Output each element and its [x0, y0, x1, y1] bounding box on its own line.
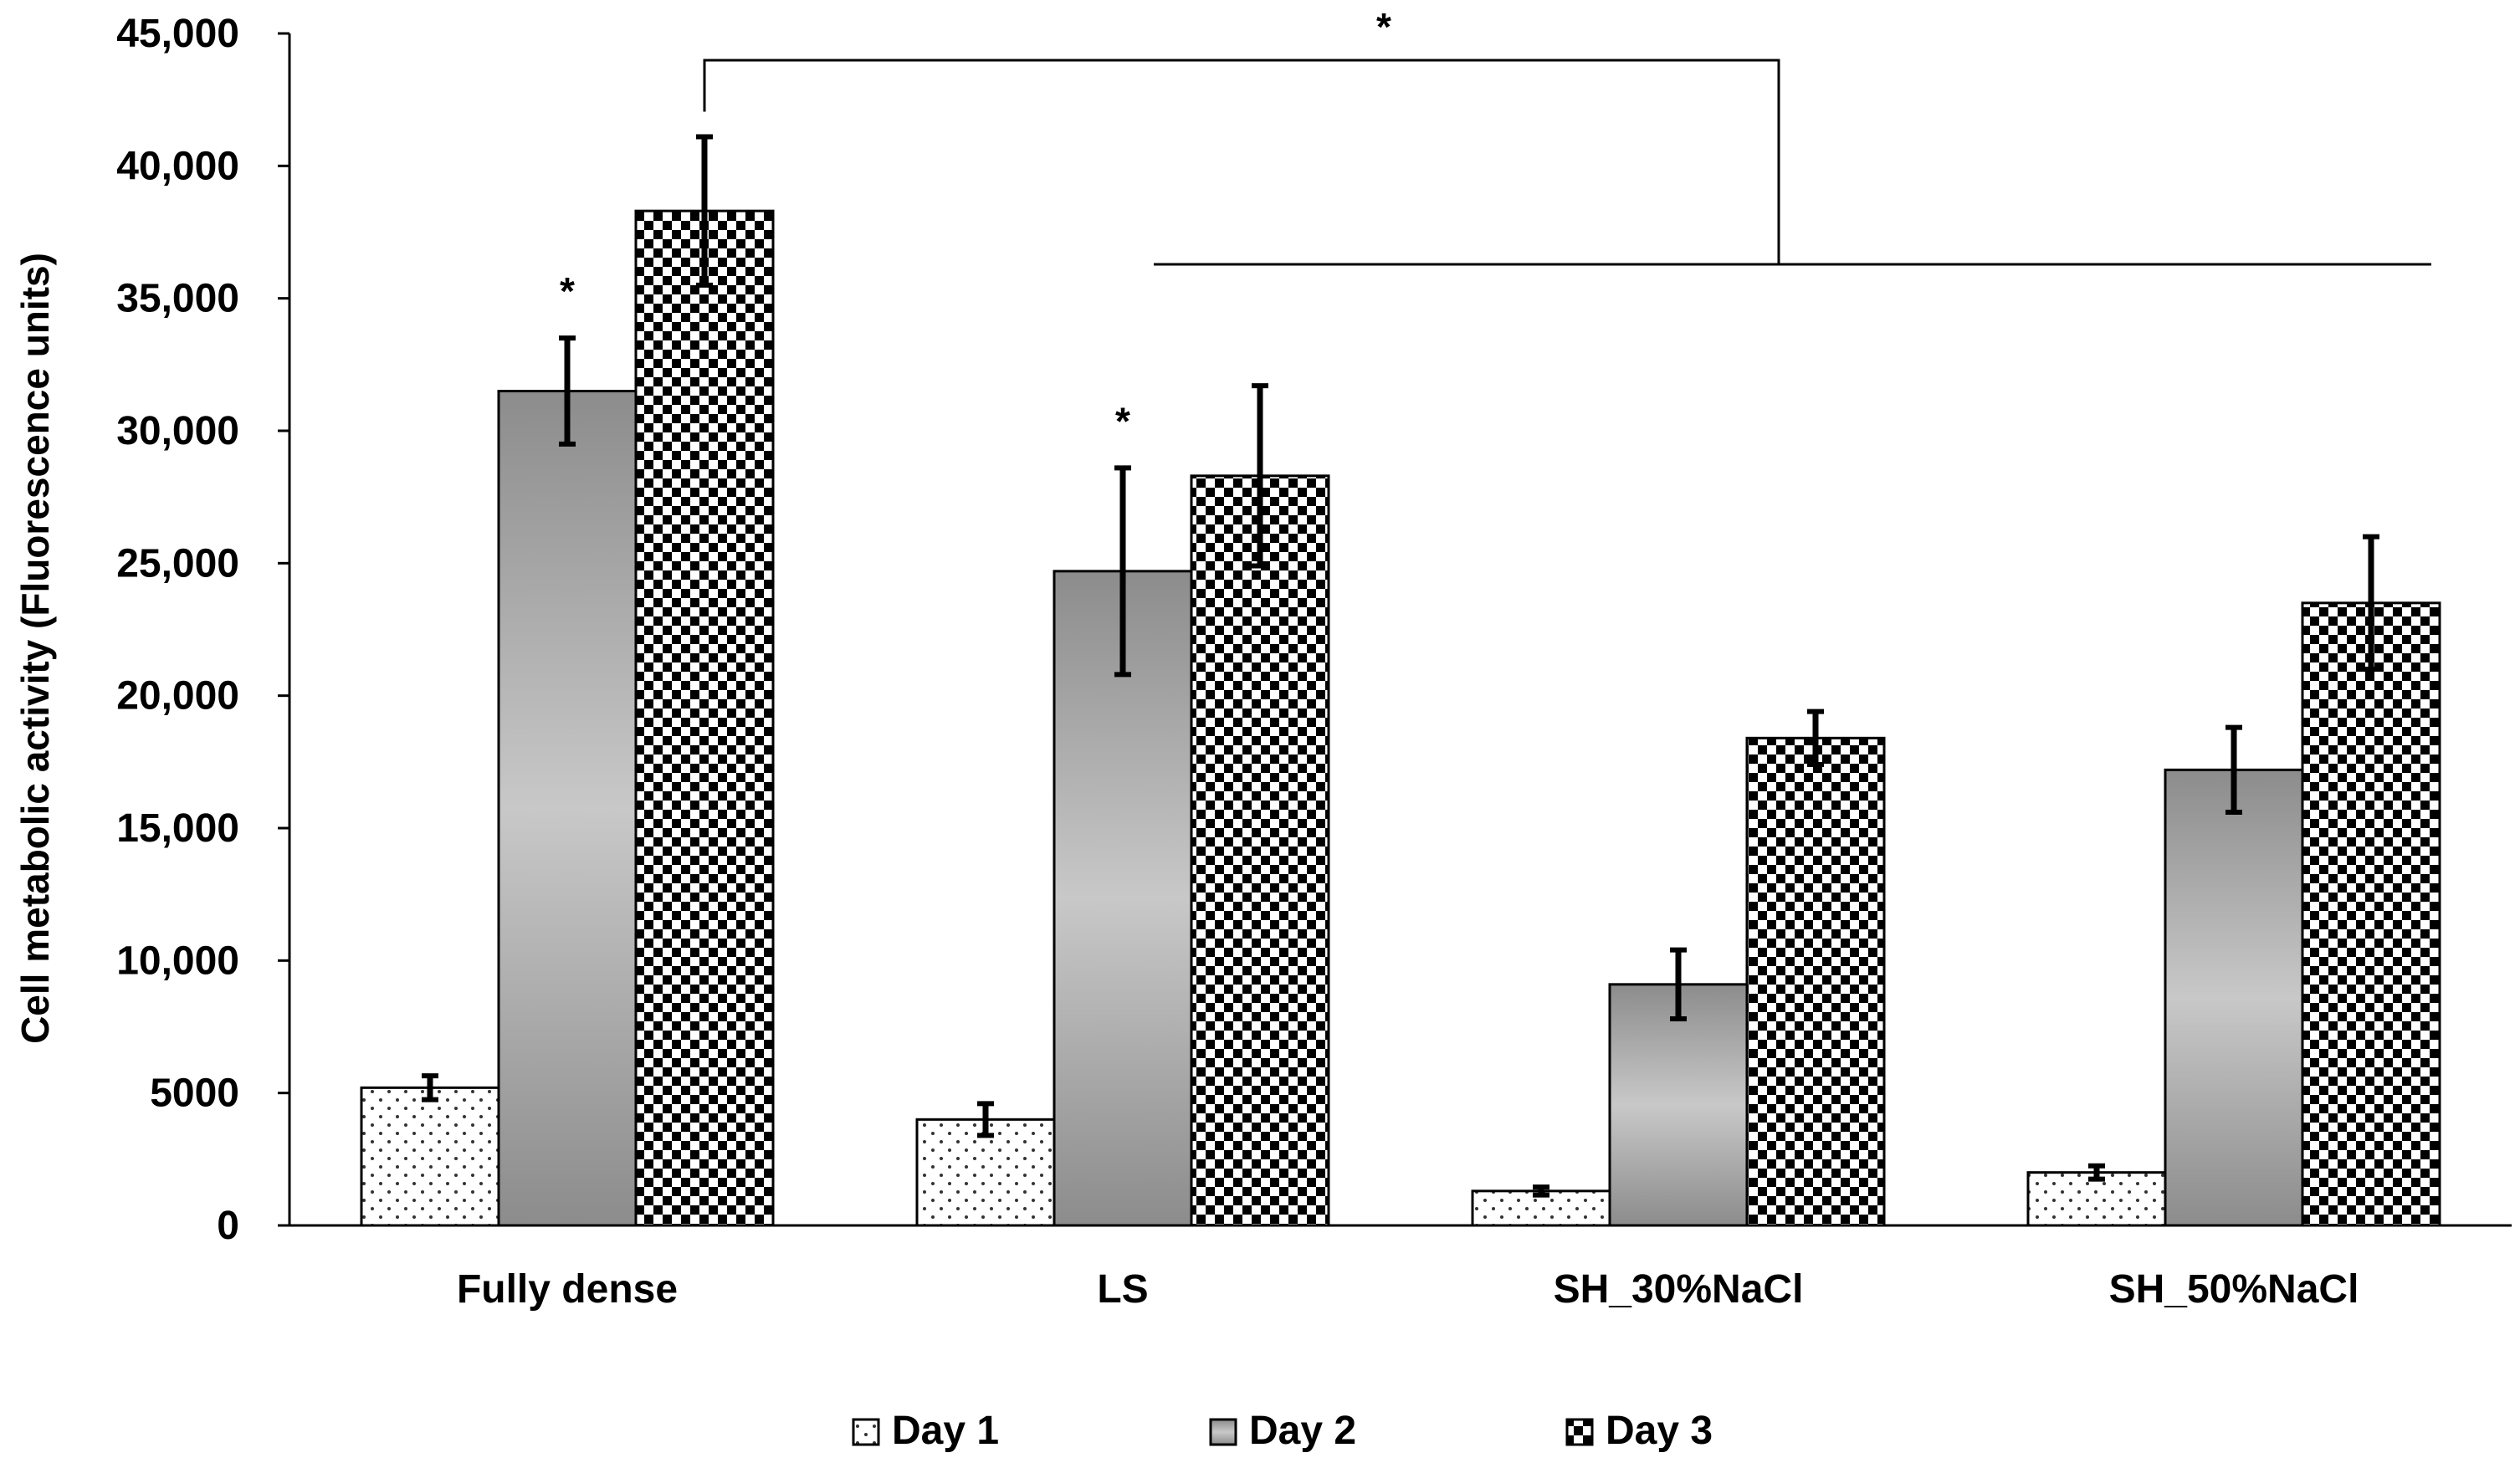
y-tick-label: 30,000 [116, 409, 239, 453]
x-category-label: Fully dense [457, 1267, 678, 1312]
y-tick-label: 40,000 [116, 144, 239, 188]
significance-bracket [703, 59, 1780, 264]
bar-day-2 [1053, 570, 1193, 1227]
y-tick-label: 35,000 [116, 277, 239, 321]
error-bars [422, 134, 2379, 1198]
y-tick-label: 45,000 [116, 12, 239, 56]
y-ticks: 0 5000 10,000 15,000 20,000 25,000 30,000 35,00… [116, 12, 289, 1248]
legend-label: Day 1 [892, 1409, 999, 1453]
significance-star: * [1376, 5, 1391, 49]
y-tick-label: 15,000 [116, 806, 239, 851]
y-tick-label: 10,000 [116, 939, 239, 983]
bars [360, 209, 2441, 1227]
category-labels: Fully dense LS SH_30%NaCl SH_50%NaCl [457, 1267, 2359, 1312]
y-tick-label: 0 [217, 1204, 239, 1248]
legend-swatch [852, 1418, 880, 1446]
significance-star: * [1115, 399, 1130, 442]
y-tick-label: 25,000 [116, 541, 239, 586]
legend-label: Day 3 [1606, 1409, 1713, 1453]
bar-day-3 [634, 209, 775, 1227]
bar-day-2 [497, 390, 638, 1227]
bar-day-2 [2164, 768, 2304, 1227]
y-axis-title: Cell metabolic activity (Fluorescence un… [13, 253, 57, 1044]
legend-swatch [1209, 1418, 1237, 1446]
significance-annotations: * * * [560, 5, 2431, 442]
y-tick-label: 20,000 [116, 674, 239, 719]
bar-day-3 [1745, 736, 1886, 1227]
y-tick-label: 5000 [150, 1072, 239, 1116]
x-category-label: SH_30%NaCl [1554, 1267, 1804, 1312]
x-category-label: SH_50%NaCl [2109, 1267, 2359, 1312]
legend: Day 1 Day 2 Day 3 [852, 1409, 1713, 1453]
bar-day-1 [360, 1086, 500, 1227]
significance-star: * [560, 269, 575, 313]
legend-label: Day 2 [1249, 1409, 1356, 1453]
bar-day-3 [1190, 474, 1330, 1227]
bar-day-3 [2301, 601, 2441, 1227]
x-category-label: LS [1097, 1267, 1148, 1312]
legend-swatch [1565, 1418, 1594, 1446]
